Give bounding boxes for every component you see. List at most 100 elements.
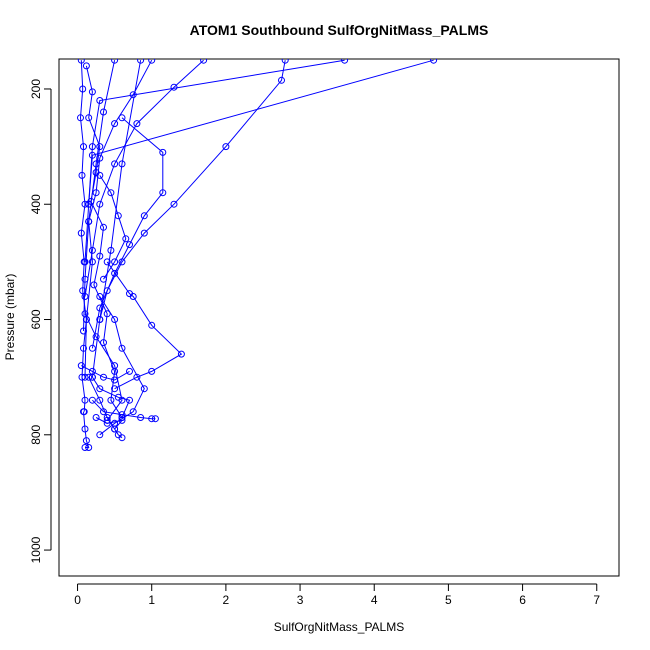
data-point	[148, 367, 156, 375]
data-point	[159, 189, 167, 197]
series-line	[83, 411, 90, 448]
data-point	[88, 258, 96, 266]
data-point	[90, 281, 98, 289]
data-point	[170, 83, 178, 91]
data-point	[77, 229, 85, 237]
data-point	[96, 293, 104, 300]
data-point	[129, 408, 137, 416]
data-point	[159, 148, 167, 156]
data-point	[92, 414, 100, 421]
data-point	[140, 229, 148, 237]
data-point	[140, 212, 148, 220]
data-point	[96, 385, 104, 393]
data-point	[177, 350, 185, 358]
series-line	[84, 313, 123, 421]
series-line	[99, 296, 145, 436]
data-point	[85, 444, 93, 451]
plot-frame	[58, 58, 620, 577]
data-point	[92, 189, 100, 197]
data-point	[88, 396, 96, 404]
data-point	[137, 414, 145, 421]
data-point	[148, 59, 156, 64]
chart-title: ATOM1 Southbound SulfOrgNitMass_PALMS	[190, 22, 489, 38]
data-point	[81, 275, 89, 283]
data-point	[103, 419, 111, 427]
data-point	[111, 120, 119, 128]
data-point	[80, 143, 87, 151]
data-point	[107, 189, 115, 197]
data-point	[81, 396, 89, 404]
data-point	[137, 59, 145, 64]
data-point	[88, 344, 96, 352]
data-point	[88, 246, 96, 254]
x-tick-label: 0	[74, 593, 81, 607]
data-point	[111, 425, 119, 433]
data-point	[81, 200, 89, 208]
plot-area	[77, 59, 438, 451]
data-point	[80, 408, 87, 416]
series-line	[83, 60, 116, 332]
data-point	[118, 114, 126, 122]
y-tick-label: 600	[29, 309, 43, 329]
data-point	[126, 396, 133, 404]
series-line	[106, 261, 183, 390]
data-point	[281, 59, 289, 64]
data-point	[107, 396, 115, 404]
data-point	[118, 416, 126, 424]
data-point	[341, 59, 349, 64]
data-point	[96, 143, 104, 151]
x-tick-label: 1	[148, 593, 155, 607]
x-axis: 0 1 2 3 4 5 6 7	[74, 583, 600, 607]
data-point	[148, 415, 156, 423]
data-point	[133, 373, 141, 381]
data-point	[100, 373, 107, 381]
data-point	[118, 344, 126, 352]
series-line	[91, 376, 131, 418]
data-point	[96, 396, 104, 404]
data-point	[92, 333, 100, 341]
data-point	[103, 310, 111, 318]
data-point	[96, 431, 104, 439]
data-point	[111, 316, 119, 323]
data-point	[81, 444, 89, 451]
data-point	[92, 160, 100, 168]
data-point	[111, 160, 119, 168]
data-point	[85, 373, 93, 381]
series-line	[81, 365, 130, 381]
data-point	[96, 200, 104, 208]
x-tick-label: 6	[519, 593, 526, 607]
data-point	[118, 434, 126, 442]
data-point	[85, 114, 93, 122]
series-line	[84, 59, 204, 297]
data-point	[129, 293, 137, 300]
data-point	[81, 373, 89, 381]
data-point	[107, 246, 115, 254]
x-tick-label: 5	[445, 593, 452, 607]
data-point	[85, 218, 93, 225]
y-axis-label: Pressure (mbar)	[3, 274, 17, 361]
data-point	[77, 362, 85, 370]
data-point	[100, 108, 107, 116]
y-tick-label: 1000	[29, 536, 43, 563]
data-point	[148, 321, 156, 329]
data-point	[100, 223, 107, 231]
y-tick-label: 400	[29, 194, 43, 214]
series-line	[84, 59, 434, 262]
data-point	[80, 327, 87, 335]
data-point	[82, 437, 90, 445]
data-point	[88, 88, 96, 96]
data-point	[111, 269, 119, 277]
series-line	[84, 59, 153, 378]
x-tick-label: 4	[371, 593, 378, 607]
data-point	[103, 258, 111, 266]
data-point	[122, 235, 130, 243]
data-point	[88, 143, 96, 151]
data-point	[96, 316, 104, 323]
data-point	[81, 310, 89, 318]
data-point	[79, 85, 87, 93]
data-point	[100, 339, 107, 347]
data-point	[78, 171, 86, 179]
x-axis-label: SulfOrgNitMass_PALMS	[274, 620, 404, 634]
data-point	[80, 344, 87, 352]
